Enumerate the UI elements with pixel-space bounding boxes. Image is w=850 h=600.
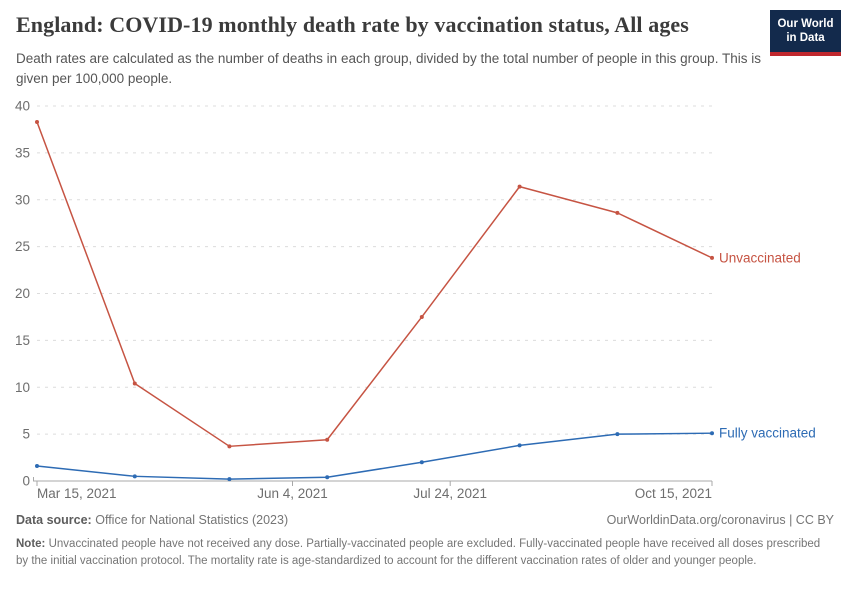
data-point-unvaccinated[interactable] [710,255,714,260]
data-point-fully-vaccinated[interactable] [615,432,620,437]
data-point-unvaccinated[interactable] [132,381,137,386]
y-axis-label: 35 [15,145,30,160]
data-point-unvaccinated[interactable] [517,184,522,189]
series-line-fully-vaccinated[interactable] [36,432,713,480]
data-source: Data source: Office for National Statist… [16,513,288,527]
series-label-fully-vaccinated[interactable]: Fully vaccinated [719,426,816,441]
data-point-unvaccinated[interactable] [615,210,620,215]
x-axis-label: Oct 15, 2021 [635,486,712,501]
data-point-fully-vaccinated[interactable] [710,431,714,436]
owid-logo-line2: in Data [786,32,825,44]
chart-note: Note: Unvaccinated people have not recei… [16,536,834,570]
y-axis-label: 10 [15,380,30,395]
y-axis-label: 20 [15,286,30,301]
x-axis-label: Jul 24, 2021 [413,486,487,501]
data-point-unvaccinated[interactable] [419,314,424,319]
data-point-unvaccinated[interactable] [325,437,330,442]
y-axis-label: 30 [15,192,30,207]
data-point-unvaccinated[interactable] [35,119,39,124]
data-point-fully-vaccinated[interactable] [517,443,522,448]
y-axis-label: 25 [15,239,30,254]
data-point-fully-vaccinated[interactable] [325,475,330,480]
data-point-fully-vaccinated[interactable] [419,460,424,465]
data-point-unvaccinated[interactable] [227,444,232,449]
chart-footer: Data source: Office for National Statist… [16,513,834,570]
chart-note-text: Unvaccinated people have not received an… [16,538,821,567]
data-source-label: Data source: [16,513,92,527]
y-axis-label: 15 [15,333,30,348]
attribution: OurWorldinData.org/coronavirus | CC BY [606,513,834,527]
chart-note-label: Note: [16,538,46,550]
x-axis-label: Mar 15, 2021 [37,486,117,501]
y-axis-label: 0 [22,474,30,489]
owid-logo-line1: Our World [777,18,834,30]
chart-subtitle: Death rates are calculated as the number… [16,51,761,86]
data-point-fully-vaccinated[interactable] [227,477,232,482]
owid-logo[interactable]: Our World in Data [770,10,841,56]
line-chart: 0 5 10 15 20 25 30 35 40 Mar 15, 2021 Jun 4, 2021 J… [15,99,816,502]
x-axis-label: Jun 4, 2021 [257,486,328,501]
page-title: England: COVID-19 monthly death rate by … [16,12,689,37]
y-axis-label: 5 [22,427,30,442]
data-point-fully-vaccinated[interactable] [35,464,39,468]
data-source-text: Office for National Statistics (2023) [95,513,289,527]
y-axis-label: 40 [15,99,30,114]
series-label-unvaccinated[interactable]: Unvaccinated [719,250,801,265]
data-point-fully-vaccinated[interactable] [132,474,137,479]
series-line-unvaccinated[interactable] [36,121,713,448]
